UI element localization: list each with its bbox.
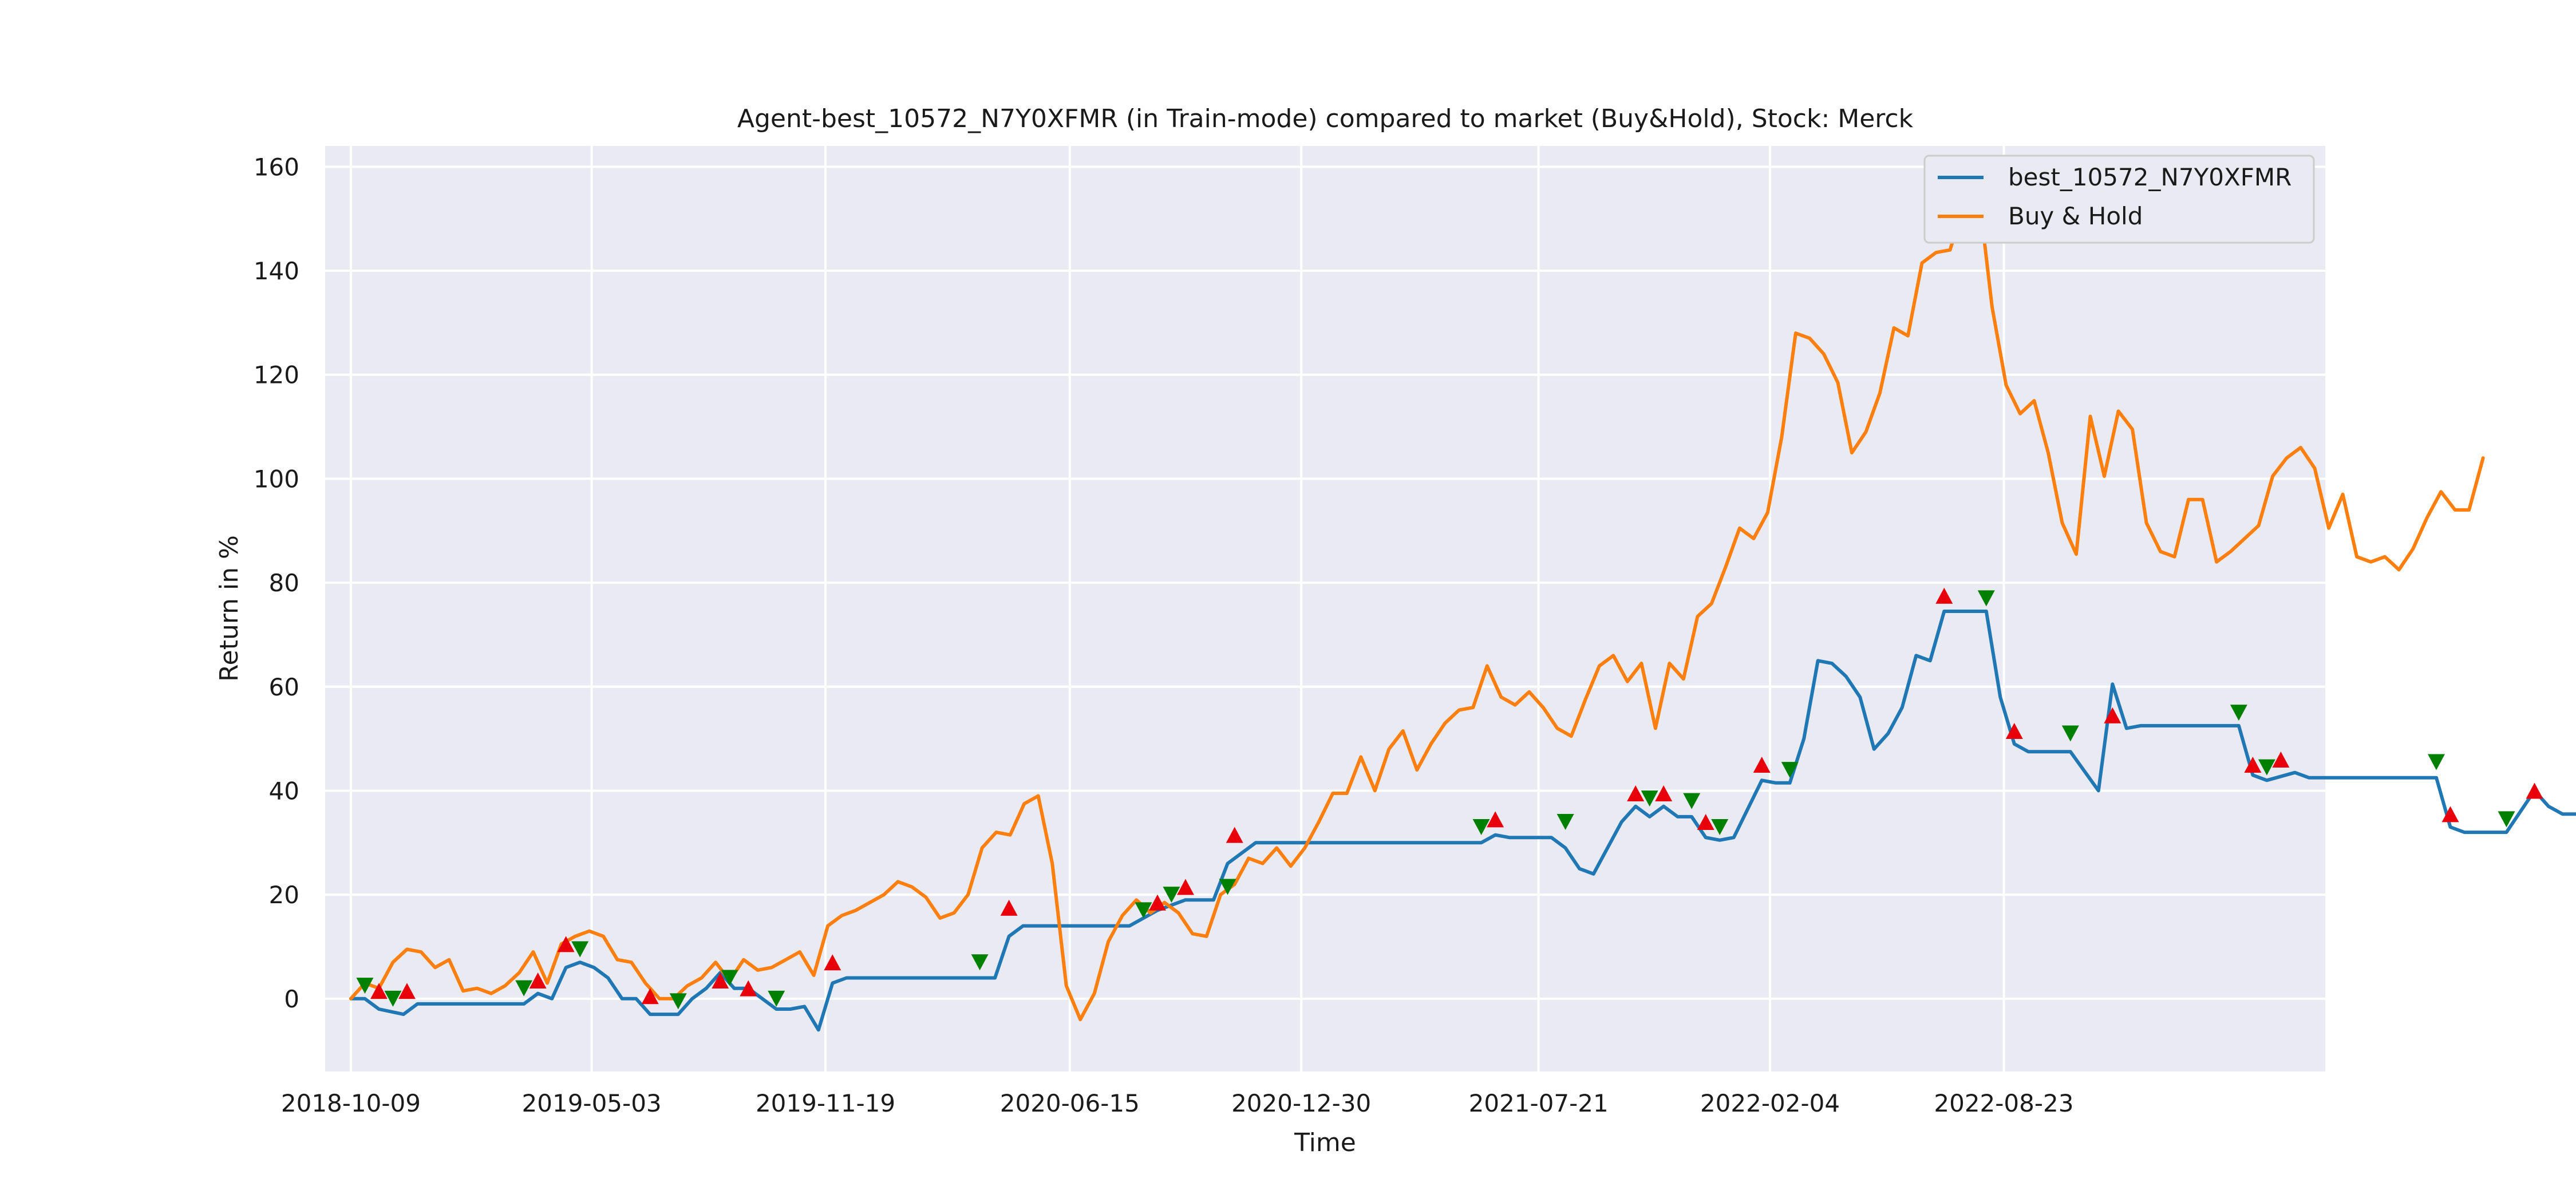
sell-marker: [2498, 811, 2515, 828]
sell-marker: [571, 941, 589, 958]
y-tick-label: 20: [269, 881, 299, 909]
grid: [325, 146, 2325, 1071]
buy-hold-line: [349, 185, 2485, 1022]
buy-marker: [824, 954, 841, 971]
buy-marker: [1655, 785, 1673, 801]
y-tick-label: 140: [254, 257, 299, 285]
sell-marker: [1683, 793, 1701, 809]
x-tick-label: 2019-11-19: [756, 1089, 895, 1117]
legend-box: [1923, 155, 2315, 244]
buy-marker: [1753, 757, 1771, 773]
legend-label-buy-hold: Buy & Hold: [2008, 202, 2143, 230]
y-tick-label: 0: [284, 985, 299, 1013]
sell-marker: [384, 990, 402, 1007]
sell-marker: [1711, 819, 1729, 836]
y-tick-label: 60: [269, 673, 299, 701]
buy-marker: [1000, 899, 1018, 916]
buy-marker: [557, 936, 575, 952]
sell-marker: [2258, 759, 2275, 776]
buy-marker: [2526, 782, 2543, 799]
buy-marker: [2244, 757, 2262, 773]
x-axis-label: Time: [1294, 1128, 1356, 1157]
buy-marker: [1627, 785, 1645, 801]
sell-marker: [2230, 705, 2247, 721]
sell-marker: [515, 980, 533, 997]
chart-title: Agent-best_10572_N7Y0XFMR (in Train-mode…: [737, 104, 1914, 133]
x-tick-label: 2022-02-04: [1700, 1089, 1840, 1117]
buy-marker: [1487, 811, 1504, 828]
agent-line: [349, 610, 2576, 1032]
legend: best_10572_N7Y0XFMR Buy & Hold: [1923, 155, 2315, 244]
sell-marker: [356, 978, 374, 994]
sell-marker: [1163, 887, 1180, 903]
buy-marker: [1148, 894, 1166, 911]
buy-marker: [398, 983, 416, 999]
buy-marker: [1176, 879, 1194, 895]
sell-marker: [1472, 819, 1490, 836]
y-axis-label: Return in %: [215, 535, 244, 682]
y-tick-label: 40: [269, 777, 299, 805]
x-tick-label: 2018-10-09: [281, 1089, 421, 1117]
buy-marker: [1935, 587, 1953, 604]
sell-marker: [1135, 902, 1152, 919]
sell-marker: [2427, 754, 2445, 770]
sell-marker: [1641, 790, 1658, 807]
sell-marker: [1781, 762, 1799, 778]
buy-marker: [740, 980, 757, 997]
sell-marker: [2061, 725, 2079, 742]
x-tick-label: 2020-12-30: [1231, 1089, 1371, 1117]
x-tick-label: 2019-05-03: [522, 1089, 662, 1117]
buy-marker: [2104, 707, 2121, 723]
series-layer: [349, 185, 2576, 1032]
y-tick-label: 80: [269, 569, 299, 597]
buy-marker: [641, 988, 659, 1005]
buy-marker: [1697, 813, 1714, 830]
sell-marker: [768, 990, 785, 1007]
tick-layer: 0 20 40 60 80 100 120 140 160 2018-10-09 2019-05-0…: [254, 153, 2074, 1117]
sell-marker: [1219, 879, 1236, 895]
buy-marker: [1226, 827, 1243, 843]
buy-marker: [529, 972, 547, 989]
marker-layer: [356, 587, 2543, 1010]
plot-area: [325, 146, 2325, 1071]
buy-marker: [712, 972, 729, 989]
legend-label-agent: best_10572_N7Y0XFMR: [2008, 163, 2291, 191]
x-tick-label: 2021-07-21: [1469, 1089, 1609, 1117]
buy-marker: [2272, 751, 2290, 768]
sell-marker: [669, 993, 687, 1010]
y-tick-label: 120: [254, 361, 299, 389]
buy-marker: [2005, 722, 2023, 739]
sell-marker: [1977, 590, 1995, 607]
sell-marker: [971, 954, 989, 971]
y-tick-label: 160: [254, 153, 299, 181]
x-tick-label: 2022-08-23: [1934, 1089, 2073, 1117]
sell-marker: [1556, 813, 1574, 830]
y-tick-label: 100: [254, 465, 299, 493]
buy-marker: [2441, 806, 2459, 823]
x-tick-label: 2020-06-15: [1000, 1089, 1140, 1117]
buy-marker: [370, 983, 388, 999]
sell-marker: [721, 970, 738, 986]
